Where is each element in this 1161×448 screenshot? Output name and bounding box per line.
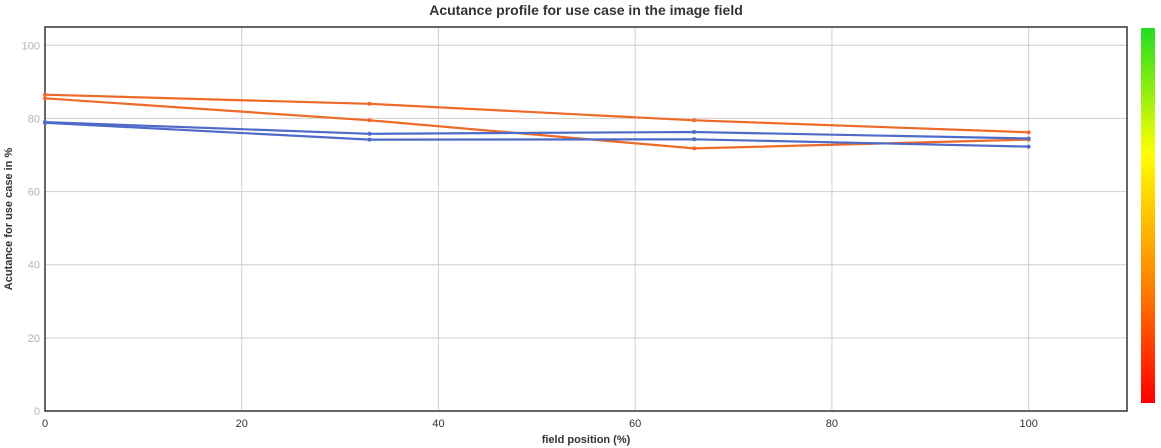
data-point bbox=[692, 129, 697, 134]
y-axis-tick-labels: 0 20 40 60 80 100 bbox=[22, 40, 40, 418]
data-point bbox=[1026, 136, 1031, 141]
data-point bbox=[692, 118, 697, 123]
series-line-2 bbox=[44, 97, 1029, 150]
y-axis-title: Acutance for use case in % bbox=[3, 148, 15, 291]
data-point bbox=[43, 120, 47, 125]
y-tick-label: 100 bbox=[22, 40, 40, 52]
y-tick-label: 60 bbox=[28, 187, 40, 199]
data-point bbox=[43, 92, 47, 97]
y-tick-label: 80 bbox=[28, 113, 40, 125]
data-point bbox=[692, 146, 697, 151]
series-line-4 bbox=[44, 121, 1029, 148]
chart-title: Acutance profile for use case in the ima… bbox=[429, 2, 743, 18]
data-point bbox=[367, 101, 372, 106]
data-point bbox=[692, 137, 697, 142]
x-tick-label: 40 bbox=[432, 418, 444, 430]
y-tick-label: 40 bbox=[28, 260, 40, 272]
y-tick-label: 20 bbox=[28, 333, 40, 345]
color-scale-bar bbox=[1141, 28, 1155, 403]
x-tick-label: 20 bbox=[236, 418, 248, 430]
data-point bbox=[43, 96, 47, 101]
x-tick-label: 80 bbox=[826, 418, 838, 430]
x-axis-tick-labels: 0 20 40 60 80 100 bbox=[42, 418, 1038, 430]
x-axis-title: field position (%) bbox=[542, 434, 631, 446]
y-tick-label: 0 bbox=[34, 406, 40, 418]
data-point bbox=[1026, 130, 1031, 135]
grid-lines bbox=[44, 27, 1127, 412]
plot-area-frame bbox=[44, 26, 1128, 412]
series-line-3 bbox=[44, 121, 1029, 140]
series-line-1 bbox=[44, 93, 1029, 134]
data-point bbox=[367, 118, 372, 123]
data-point bbox=[367, 137, 372, 142]
data-point bbox=[367, 131, 372, 136]
x-tick-label: 100 bbox=[1019, 418, 1037, 430]
x-tick-label: 0 bbox=[42, 418, 48, 430]
x-tick-label: 60 bbox=[629, 418, 641, 430]
data-point bbox=[1026, 144, 1031, 149]
series-lines bbox=[43, 92, 1031, 151]
